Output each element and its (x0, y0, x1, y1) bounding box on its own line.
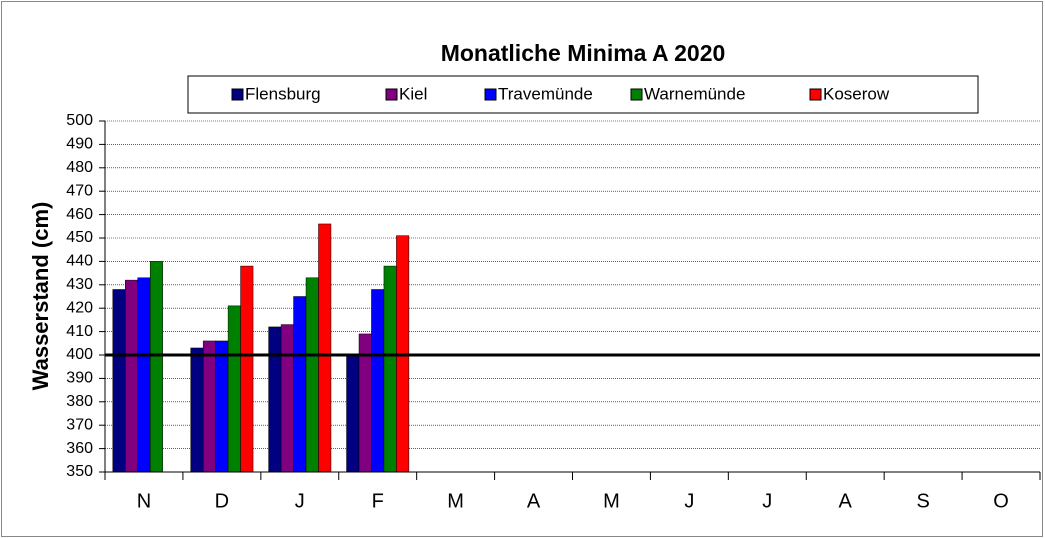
legend-label: Koserow (823, 84, 890, 103)
x-tick-label: J (295, 490, 305, 512)
legend-swatch (809, 88, 822, 101)
bar (149, 261, 163, 473)
x-tick-label: J (762, 490, 772, 512)
y-tick-label: 460 (66, 206, 93, 223)
y-tick-label: 440 (66, 253, 93, 270)
x-tick-label: A (527, 490, 541, 512)
x-tick-label: J (684, 490, 694, 512)
bar (280, 324, 294, 473)
y-tick-label: 500 (66, 112, 93, 129)
x-tick-label: M (603, 490, 620, 512)
y-axis-title: Wasserstand (cm) (28, 202, 53, 391)
y-tick-label: 370 (66, 416, 93, 433)
x-tick-label: N (137, 490, 151, 512)
y-tick-label: 420 (66, 299, 93, 316)
y-tick-label: 410 (66, 323, 93, 340)
legend-label: Warnemünde (644, 84, 745, 103)
y-tick-label: 450 (66, 229, 93, 246)
bar (305, 277, 319, 473)
legend-swatch (231, 88, 244, 101)
bar (268, 326, 282, 473)
x-tick-label: M (447, 490, 464, 512)
legend-label: Kiel (399, 84, 427, 103)
y-tick-label: 480 (66, 159, 93, 176)
x-tick-label: F (372, 490, 384, 512)
bar (227, 305, 241, 473)
y-tick-label: 430 (66, 276, 93, 293)
bar (318, 223, 332, 473)
legend-label: Flensburg (245, 84, 321, 103)
y-tick-label: 360 (66, 440, 93, 457)
y-tick-label: 350 (66, 463, 93, 480)
bar (202, 340, 216, 473)
legend-swatch (484, 88, 497, 101)
legend-box (187, 75, 979, 114)
y-tick-label: 400 (66, 346, 93, 363)
bar (137, 277, 151, 473)
bar (346, 354, 360, 473)
bar (293, 296, 307, 473)
x-tick-label: D (215, 490, 229, 512)
bar (190, 347, 204, 473)
legend-swatch (385, 88, 398, 101)
y-tick-label: 390 (66, 370, 93, 387)
x-tick-label: O (993, 490, 1009, 512)
bar (125, 279, 138, 473)
chart-title: Monatliche Minima A 2020 (441, 40, 726, 66)
x-tick-label: A (839, 490, 853, 512)
bar (240, 265, 254, 473)
legend-label: Travemünde (498, 84, 593, 103)
bar (215, 340, 229, 473)
x-tick-label: S (916, 490, 929, 512)
bar (112, 289, 126, 473)
y-tick-label: 470 (66, 182, 93, 199)
legend-swatch (630, 88, 643, 101)
bar (371, 289, 385, 473)
y-tick-label: 380 (66, 393, 93, 410)
bar (383, 265, 397, 473)
y-tick-label: 490 (66, 136, 93, 153)
